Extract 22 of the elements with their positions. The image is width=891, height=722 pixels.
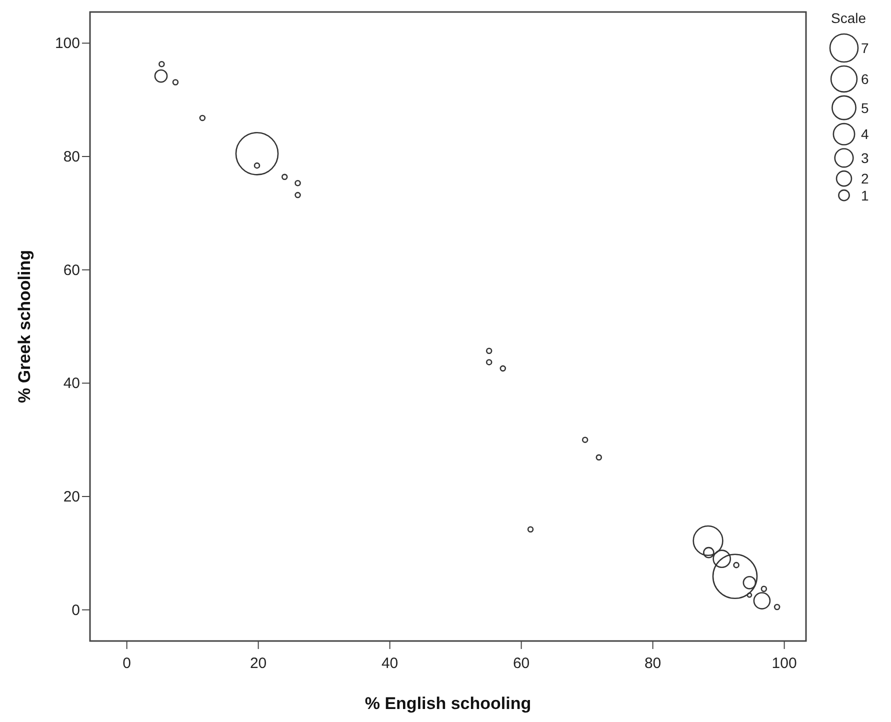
x-tick-label: 40 <box>381 655 398 672</box>
y-axis-title: % Greek schooling <box>15 250 34 404</box>
x-tick-label: 20 <box>250 655 267 672</box>
y-tick-label: 80 <box>63 148 80 166</box>
y-tick-label: 20 <box>63 488 80 506</box>
legend-label: 5 <box>861 100 869 116</box>
legend-label: 3 <box>861 150 869 166</box>
legend-label: 2 <box>861 170 869 187</box>
legend-label: 6 <box>861 70 869 87</box>
legend-title: Scale <box>831 10 866 26</box>
y-tick-label: 40 <box>63 375 80 392</box>
y-tick-label: 60 <box>63 262 80 279</box>
legend-label: 1 <box>861 187 869 204</box>
x-tick-label: 0 <box>122 655 131 672</box>
legend-label: 4 <box>861 126 869 142</box>
x-tick-label: 60 <box>512 655 530 672</box>
x-axis-title: % English schooling <box>364 694 532 713</box>
y-tick-label: 0 <box>72 602 80 619</box>
x-tick-label: 100 <box>772 655 797 672</box>
x-tick-label: 80 <box>644 655 662 672</box>
legend-label: 7 <box>861 40 869 56</box>
y-tick-label: 100 <box>54 35 80 52</box>
